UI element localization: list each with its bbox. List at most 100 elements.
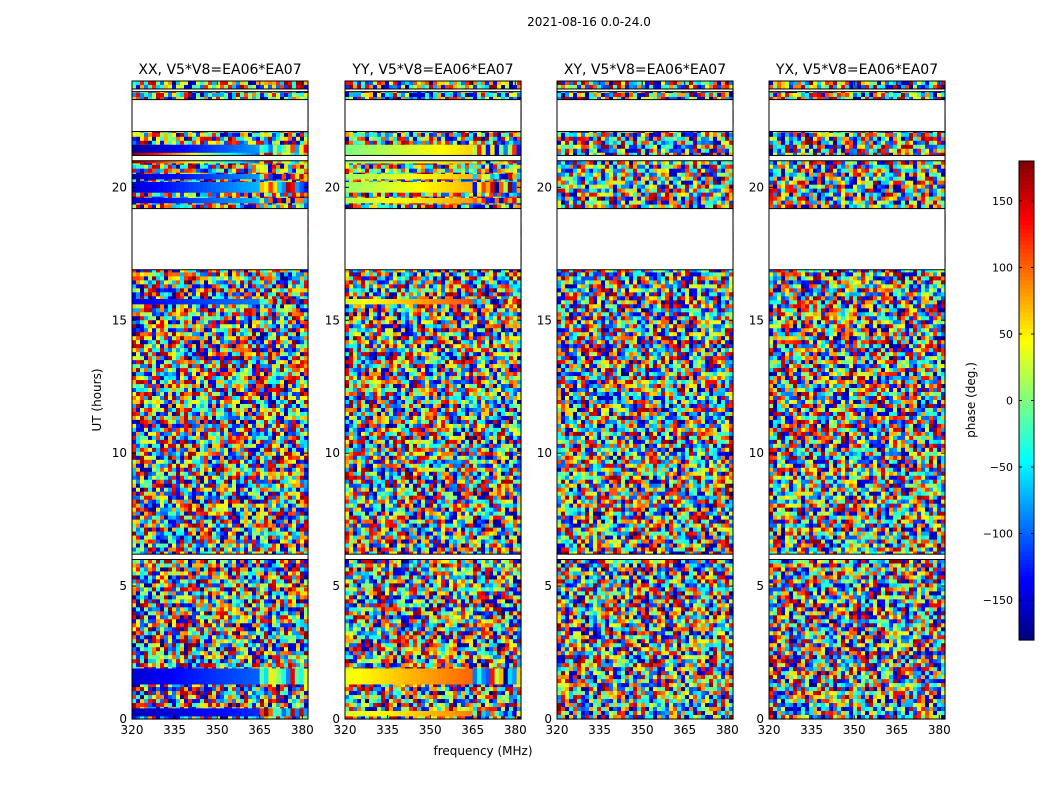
y-axis-label: UT (hours) — [90, 368, 104, 431]
y-tick-label: 10 — [537, 446, 552, 460]
colorbar-segment — [1019, 600, 1034, 605]
x-tick-label: 335 — [376, 723, 399, 737]
panel-frame — [131, 80, 309, 720]
colorbar-segment — [1019, 248, 1034, 254]
colorbar-segment — [1019, 524, 1034, 529]
colorbar-segment — [1019, 252, 1034, 258]
colorbar-segment — [1019, 484, 1034, 489]
flagged-range — [768, 553, 946, 561]
colorbar-segment — [1019, 468, 1034, 473]
panel-title: YY, V5*V8=EA06*EA07 — [351, 62, 513, 78]
colorbar-tick-label: 0 — [1006, 395, 1013, 408]
colorbar-segment — [1019, 488, 1034, 493]
colorbar-segment — [1019, 340, 1034, 346]
colorbar-segment — [1019, 180, 1034, 186]
colorbar-label: phase (deg.) — [964, 362, 978, 438]
flagged-range — [344, 208, 522, 271]
colorbar-segment — [1019, 188, 1034, 194]
colorbar-segment — [1019, 624, 1034, 629]
coherent-band — [132, 174, 309, 180]
colorbar-segment — [1019, 528, 1034, 533]
colorbar-segment — [1019, 512, 1034, 517]
colorbar-segment — [1019, 184, 1034, 190]
x-tick-label: 380 — [504, 723, 527, 737]
x-tick-label: 380 — [291, 723, 314, 737]
coherent-band — [345, 298, 522, 305]
colorbar-segment — [1019, 508, 1034, 513]
colorbar-segment — [1019, 228, 1034, 234]
colorbar-segment — [1019, 448, 1034, 453]
colorbar-segment — [1019, 324, 1034, 330]
colorbar-segment — [1019, 308, 1034, 314]
panel-title: XX, V5*V8=EA06*EA07 — [138, 62, 301, 78]
colorbar-segment — [1019, 224, 1034, 230]
colorbar-segment — [1019, 304, 1034, 310]
colorbar-segment — [1019, 548, 1034, 553]
colorbar-segment — [1019, 272, 1034, 278]
colorbar-segment — [1019, 192, 1034, 198]
colorbar-segment — [1019, 412, 1034, 418]
colorbar-segment — [1019, 464, 1034, 469]
colorbar-segment — [1019, 372, 1034, 378]
colorbar-segment — [1019, 388, 1034, 394]
y-tick-label: 10 — [112, 446, 127, 460]
flagged-range — [556, 553, 734, 561]
colorbar-segment — [1019, 568, 1034, 573]
flagged-range — [131, 208, 309, 271]
panel-title: YX, V5*V8=EA06*EA07 — [775, 62, 938, 78]
coherent-band — [132, 298, 309, 305]
colorbar-segment — [1019, 240, 1034, 246]
x-tick-label: 365 — [885, 723, 908, 737]
heatmap-cells — [769, 81, 946, 720]
colorbar-segment — [1019, 400, 1034, 406]
flagged-range — [344, 88, 522, 93]
colorbar-segment — [1019, 436, 1034, 442]
colorbar-segment — [1019, 344, 1034, 350]
panels: XX, V5*V8=EA06*EA07 320 335 350 365 380 0 5 10 15… — [112, 62, 951, 737]
colorbar-segment — [1019, 220, 1034, 226]
colorbar-segment — [1019, 332, 1034, 338]
panel-xx: XX, V5*V8=EA06*EA07 320 335 350 365 380 0 5 10 15… — [112, 62, 314, 737]
colorbar-segment — [1019, 516, 1034, 521]
colorbar-segment — [1019, 288, 1034, 294]
colorbar-tick-label: −100 — [983, 528, 1013, 541]
coherent-band — [345, 174, 522, 180]
x-tick-label: 350 — [206, 723, 229, 737]
colorbar-segment — [1019, 368, 1034, 374]
y-tick-label: 5 — [544, 579, 552, 593]
colorbar-segment — [1019, 564, 1034, 569]
y-tick-label: 10 — [325, 446, 340, 460]
colorbar-segment — [1019, 356, 1034, 362]
flagged-range — [556, 99, 734, 133]
colorbar-segment — [1019, 572, 1034, 577]
colorbar-segment — [1019, 176, 1034, 182]
flagged-range — [768, 99, 946, 133]
colorbar-segment — [1019, 384, 1034, 390]
colorbar-segment — [1019, 296, 1034, 302]
y-tick-label: 20 — [749, 180, 764, 194]
y-tick-label: 15 — [325, 313, 340, 327]
x-tick-label: 350 — [631, 723, 654, 737]
colorbar-segment — [1019, 244, 1034, 250]
colorbar-segment — [1019, 204, 1034, 210]
colorbar-segment — [1019, 360, 1034, 366]
heatmap-cells — [557, 81, 734, 720]
x-tick-label: 335 — [163, 723, 186, 737]
y-tick-label: 0 — [544, 712, 552, 726]
colorbar-segment — [1019, 584, 1034, 589]
colorbar-segment — [1019, 352, 1034, 358]
flagged-range — [131, 553, 309, 561]
flagged-range — [131, 88, 309, 93]
colorbar-segment — [1019, 320, 1034, 326]
x-tick-label: 365 — [461, 723, 484, 737]
colorbar-segment — [1019, 504, 1034, 509]
flagged-range — [131, 154, 309, 162]
colorbar-segment — [1019, 364, 1034, 370]
flagged-range — [768, 154, 946, 162]
colorbar-segment — [1019, 300, 1034, 306]
colorbar-tick-label: 150 — [992, 195, 1013, 208]
y-tick-label: 0 — [756, 712, 764, 726]
colorbar-tick-label: −50 — [990, 461, 1013, 474]
coherent-band — [132, 144, 309, 153]
colorbar-segment — [1019, 328, 1034, 334]
